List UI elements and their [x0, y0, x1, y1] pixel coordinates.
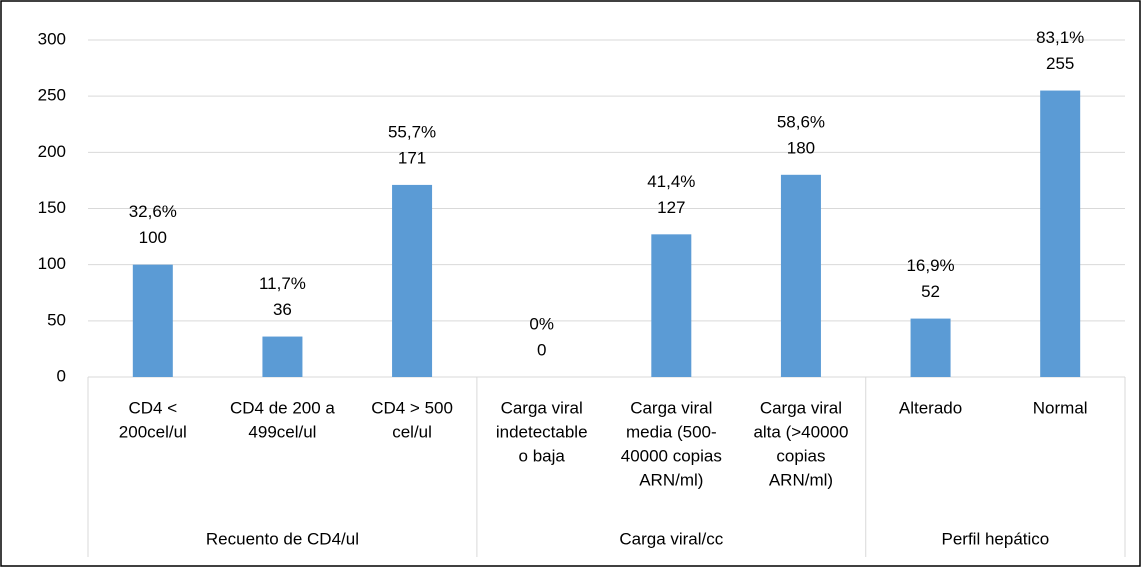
x-tick-label: media (500- — [626, 422, 717, 441]
value-label: 255 — [1046, 54, 1074, 73]
y-tick-label: 100 — [38, 254, 66, 273]
value-label: 52 — [921, 282, 940, 301]
bar — [132, 264, 173, 377]
value-label: 127 — [657, 198, 685, 217]
y-tick-label: 300 — [38, 29, 66, 48]
group-label: Carga viral/cc — [619, 529, 723, 548]
x-tick-label: indetectable — [496, 422, 588, 441]
percentage-label: 83,1% — [1036, 28, 1084, 47]
percentage-label: 11,7% — [259, 274, 306, 293]
group-label: Recuento de CD4/ul — [206, 529, 359, 548]
value-label: 100 — [139, 228, 167, 247]
x-tick-label: Carga viral — [501, 398, 583, 417]
y-tick-label: 50 — [47, 310, 66, 329]
percentage-label: 0% — [529, 314, 554, 333]
x-tick-label: ARN/ml) — [769, 470, 833, 489]
y-tick-label: 150 — [38, 198, 66, 217]
x-tick-label: cel/ul — [392, 422, 432, 441]
x-tick-label: Carga viral — [630, 398, 712, 417]
x-tick-label: 200cel/ul — [119, 422, 187, 441]
percentage-label: 58,6% — [777, 112, 825, 131]
x-tick-label: CD4 < — [128, 398, 177, 417]
percentage-label: 32,6% — [129, 202, 177, 221]
value-label: 36 — [273, 300, 292, 319]
x-tick-label: CD4 > 500 — [371, 398, 453, 417]
x-tick-label: copias — [776, 446, 825, 465]
x-tick-label: CD4 de 200 a — [230, 398, 335, 417]
group-label: Perfil hepático — [942, 529, 1050, 548]
value-label: 0 — [537, 340, 546, 359]
x-tick-label: Carga viral — [760, 398, 842, 417]
y-tick-label: 250 — [38, 86, 66, 105]
x-tick-label: 499cel/ul — [248, 422, 316, 441]
percentage-label: 41,4% — [647, 172, 695, 191]
bar — [262, 336, 303, 377]
bar — [780, 174, 821, 377]
y-tick-label: 200 — [38, 142, 66, 161]
bar — [1040, 90, 1081, 378]
value-label: 171 — [398, 148, 426, 167]
x-tick-label: ARN/ml) — [639, 470, 703, 489]
bar — [651, 234, 692, 377]
value-label: 180 — [787, 138, 815, 157]
x-tick-label: alta (>40000 — [753, 422, 848, 441]
x-tick-label: Normal — [1033, 398, 1088, 417]
percentage-label: 16,9% — [906, 256, 954, 275]
y-tick-label: 0 — [57, 366, 66, 385]
bar — [392, 184, 433, 377]
bar — [910, 318, 951, 377]
percentage-label: 55,7% — [388, 122, 436, 141]
x-tick-label: 40000 copias — [621, 446, 722, 465]
x-tick-label: o baja — [519, 446, 566, 465]
x-tick-label: Alterado — [899, 398, 962, 417]
